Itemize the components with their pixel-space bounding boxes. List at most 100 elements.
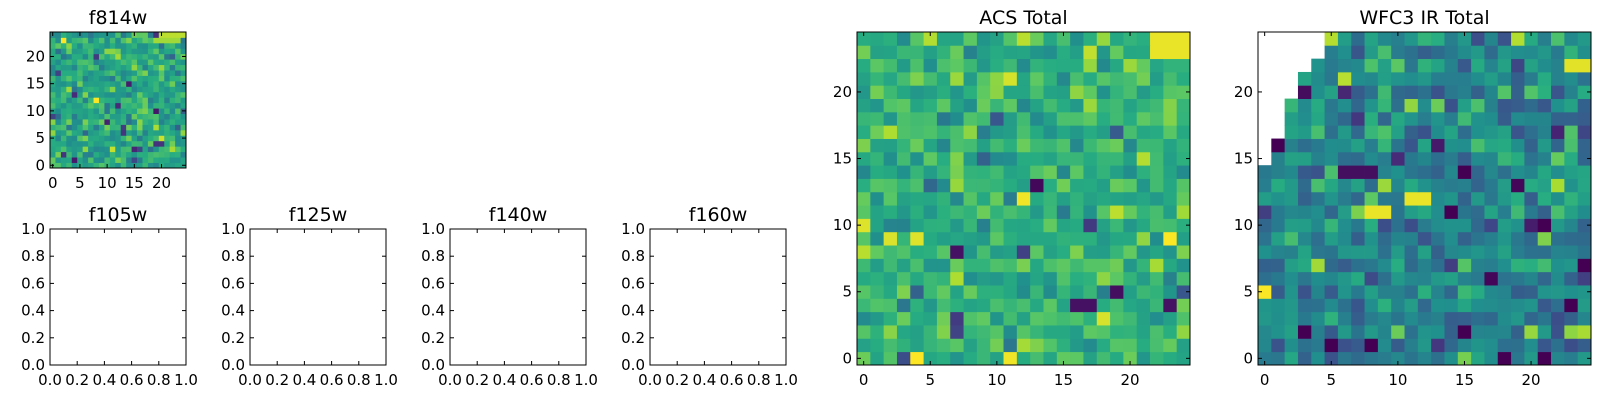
- heatmap-cell-0-17: [142, 162, 149, 169]
- heatmap-cell-10-15: [1056, 218, 1071, 233]
- x-tick-label: 0.8: [547, 371, 571, 389]
- heatmap-cell-2-10: [104, 151, 111, 158]
- heatmap-cell-11-12: [1417, 205, 1432, 219]
- heatmap-cell-18-9: [976, 111, 991, 126]
- heatmap-cell-5-17: [142, 135, 149, 142]
- heatmap-cell-7-21: [1136, 258, 1151, 273]
- heatmap-cell-17-1: [870, 125, 885, 139]
- heatmap-cell-7-9: [976, 258, 991, 273]
- heatmap-cell-4-7: [1351, 298, 1365, 313]
- heatmap-cell-1-2: [60, 157, 67, 163]
- heatmap-cell-7-16: [1070, 258, 1084, 273]
- heatmap-cell-13-13: [1431, 178, 1445, 193]
- heatmap-cell-8-22: [1150, 245, 1164, 259]
- heatmap-cell-11-14: [1043, 205, 1058, 219]
- heatmap-cell-18-11: [1404, 111, 1419, 126]
- heatmap-cell-5-13: [120, 135, 127, 142]
- heatmap-cell-14-6: [1337, 165, 1352, 179]
- heatmap-cell-21-19: [153, 48, 160, 55]
- heatmap-cell-0-24: [1176, 351, 1191, 366]
- heatmap-cell-14-6: [82, 86, 89, 93]
- heatmap-cell-1-11: [1003, 338, 1018, 353]
- heatmap-cell-21-24: [180, 48, 187, 55]
- heatmap-cell-23-20: [1123, 45, 1138, 60]
- heatmap-cell-15-24: [1577, 151, 1592, 166]
- heatmap-cell-7-20: [1123, 258, 1138, 273]
- heatmap-cell-6-8: [93, 129, 100, 136]
- heatmap-cell-9-21: [1537, 231, 1552, 246]
- heatmap-cell-4-20: [1123, 298, 1138, 313]
- heatmap-cell-15-14: [1043, 151, 1058, 166]
- heatmap-cell-8-9: [1377, 245, 1392, 259]
- heatmap-cell-21-5: [923, 71, 938, 86]
- x-tick-label: 0.4: [292, 371, 316, 389]
- heatmap-cell-22-19: [153, 42, 160, 49]
- heatmap-cell-5-19: [1511, 285, 1525, 299]
- heatmap-cell-18-23: [175, 64, 181, 71]
- heatmap-cell-10-6: [936, 218, 951, 233]
- heatmap-cell-16-3: [66, 75, 73, 82]
- heatmap-cell-5-12: [115, 135, 122, 142]
- heatmap-cell-8-1: [1271, 245, 1286, 259]
- heatmap-cell-3-2: [60, 146, 67, 153]
- heatmap-cell-13-9: [1377, 178, 1392, 193]
- heatmap-cell-10-8: [93, 108, 100, 114]
- heatmap-cell-1-16: [1070, 338, 1084, 353]
- heatmap-cell-13-4: [1311, 178, 1325, 193]
- heatmap-cell-8-23: [1163, 245, 1178, 259]
- heatmap-cell-17-7: [950, 125, 964, 139]
- heatmap-cell-21-2: [883, 71, 898, 86]
- heatmap-cell-3-0: [1258, 311, 1272, 326]
- heatmap-cell-10-3: [1297, 218, 1312, 233]
- heatmap-cell-0-22: [169, 162, 176, 169]
- heatmap-cell-7-17: [1083, 258, 1098, 273]
- heatmap-cell-18-7: [950, 111, 964, 126]
- heatmap-cell-22-21: [1537, 58, 1552, 73]
- heatmap-cell-3-19: [153, 146, 160, 153]
- heatmap-cell-2-17: [1083, 325, 1098, 339]
- heatmap-cell-1-20: [1123, 338, 1138, 353]
- heatmap-cell-2-23: [1163, 325, 1178, 339]
- heatmap-cell-2-21: [1136, 325, 1151, 339]
- heatmap-cell-0-13: [120, 162, 127, 169]
- heatmap-cell-24-7: [1351, 32, 1365, 46]
- heatmap-cell-19-0: [857, 98, 871, 113]
- heatmap-cell-19-3: [896, 98, 911, 113]
- heatmap-cell-1-5: [77, 157, 84, 163]
- heatmap-cell-13-3: [896, 178, 911, 193]
- heatmap-cell-15-3: [1297, 151, 1312, 166]
- heatmap-cell-13-2: [1284, 178, 1299, 193]
- heatmap-cell-0-15: [1056, 351, 1071, 366]
- heatmap-cell-0-5: [923, 351, 938, 366]
- heatmap-cell-5-20: [1123, 285, 1138, 299]
- heatmap-cell-6-13: [1431, 271, 1445, 286]
- heatmap-cell-12-8: [963, 191, 978, 206]
- heatmap-cell-23-9: [976, 45, 991, 60]
- y-tick-label: 0.6: [221, 274, 245, 292]
- heatmap-cell-6-4: [910, 271, 924, 286]
- heatmap-cell-3-11: [1404, 311, 1419, 326]
- heatmap-cell-18-10: [1391, 111, 1405, 126]
- heatmap-cell-21-16: [1070, 71, 1084, 86]
- heatmap-cell-22-15: [1457, 58, 1472, 73]
- heatmap-cell-10-12: [1417, 218, 1432, 233]
- heatmap-cell-6-17: [142, 129, 149, 136]
- heatmap-cell-14-24: [1577, 165, 1592, 179]
- heatmap-cell-4-21: [164, 140, 171, 147]
- heatmap-cell-10-17: [142, 108, 149, 114]
- heatmap-cell-24-22: [1551, 32, 1565, 46]
- heatmap-cell-24-20: [1524, 32, 1539, 46]
- heatmap-cell-5-22: [169, 135, 176, 142]
- heatmap-cell-24-19: [1110, 32, 1124, 46]
- heatmap-cell-2-14: [1444, 325, 1459, 339]
- heatmap-cell-13-24: [1176, 178, 1191, 193]
- heatmap-cell-4-0: [50, 140, 56, 147]
- heatmap-cell-17-3: [896, 125, 911, 139]
- heatmap-cell-6-6: [936, 271, 951, 286]
- heatmap-cell-10-19: [153, 108, 160, 114]
- heatmap-cell-6-22: [169, 129, 176, 136]
- heatmap-cell-23-12: [1016, 45, 1031, 60]
- heatmap-cell-20-18: [1497, 85, 1512, 99]
- heatmap-cell-20-8: [963, 85, 978, 99]
- heatmap-cell-15-15: [131, 80, 138, 87]
